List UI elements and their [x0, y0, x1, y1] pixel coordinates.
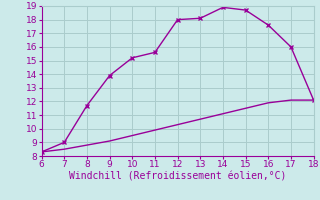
X-axis label: Windchill (Refroidissement éolien,°C): Windchill (Refroidissement éolien,°C) [69, 172, 286, 182]
